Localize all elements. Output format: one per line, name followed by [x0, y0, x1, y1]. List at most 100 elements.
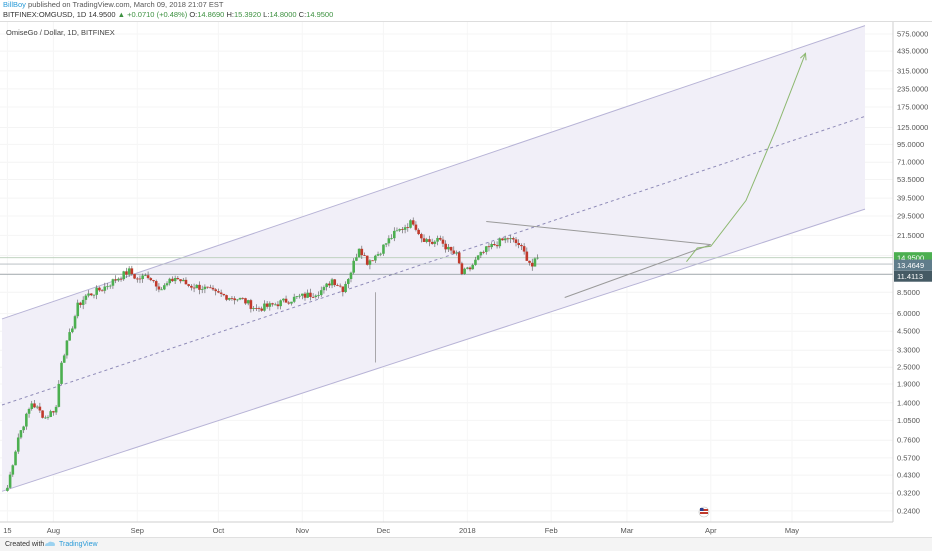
candle-body — [46, 416, 50, 418]
y-tick-label: 125.0000 — [897, 123, 928, 132]
candle-body — [198, 284, 201, 290]
candle-body — [452, 250, 456, 254]
candle-body — [517, 243, 521, 246]
candle-body — [73, 316, 77, 329]
candle-body — [495, 245, 499, 247]
candle-body — [52, 411, 55, 413]
candle-body — [276, 304, 280, 307]
candle-body — [268, 303, 272, 307]
candle-body — [57, 383, 61, 407]
candle-body — [376, 254, 380, 256]
time-axis[interactable]: 15 Aug Sep Oct Nov Dec 2018 Feb Mar Apr May — [3, 526, 799, 535]
x-tick-label: May — [785, 526, 799, 535]
candle-body — [349, 272, 353, 280]
candle-body — [403, 227, 407, 230]
candle-body — [200, 289, 204, 290]
candle-body — [62, 355, 66, 363]
candle-body — [179, 279, 182, 282]
candle-body — [249, 300, 253, 309]
candle-body — [92, 294, 96, 296]
candle-body — [14, 451, 17, 466]
candle-body — [479, 251, 483, 256]
footer-created: Created with — [5, 541, 45, 548]
flag-icon[interactable] — [698, 506, 710, 518]
candle-body — [530, 262, 534, 267]
x-tick-label: Nov — [296, 526, 310, 535]
close-label: C: — [298, 10, 307, 19]
candle-body — [357, 248, 361, 258]
y-tick-label: 575.0000 — [897, 30, 928, 39]
channel-lower-line[interactable] — [1, 208, 866, 492]
y-tick-label: 53.5000 — [897, 175, 924, 184]
candle-body — [230, 298, 234, 299]
y-tick-label: 235.0000 — [897, 84, 928, 93]
candle-body — [43, 417, 47, 419]
channel-mid-line[interactable] — [1, 115, 866, 406]
price-axis[interactable]: 0.2400 0.3200 0.4300 0.5700 0.7600 1.0500 1.40… — [897, 30, 928, 516]
y-tick-label: 0.5700 — [897, 453, 920, 462]
candle-body — [493, 244, 496, 246]
channel-upper-line[interactable] — [1, 25, 866, 320]
y-tick-label: 435.0000 — [897, 47, 928, 56]
candle-body — [371, 260, 374, 262]
triangle-drawing[interactable] — [486, 220, 711, 299]
candle-body — [6, 487, 9, 491]
candle-body — [65, 340, 69, 356]
candle-body — [506, 238, 510, 240]
y-tick-label: 71.0000 — [897, 158, 924, 167]
candle-body — [433, 241, 437, 244]
ohlc-line: BITFINEX:OMGUSD, 1D 14.9500 ▲ +0.0710 (+… — [3, 10, 333, 20]
candle-body — [330, 279, 334, 286]
candle-body — [392, 230, 396, 239]
candle-body — [130, 268, 134, 275]
candle-body — [219, 292, 223, 294]
candle-body — [111, 279, 115, 286]
y-tick-label: 95.0000 — [897, 140, 924, 149]
author-link[interactable]: BillBoy — [3, 0, 26, 9]
tradingview-cloud-icon — [45, 541, 55, 546]
footer-brand-link[interactable]: TradingView — [59, 541, 98, 548]
candle-body — [352, 260, 355, 273]
candle-body — [19, 430, 23, 438]
candle-body — [125, 271, 128, 275]
candle-body — [100, 290, 104, 292]
candle-body — [181, 279, 185, 282]
candle-body — [117, 278, 120, 281]
candle-body — [298, 295, 301, 297]
candle-body — [214, 289, 218, 292]
candle-body — [173, 278, 177, 282]
candle-body — [436, 237, 439, 242]
candle-body — [463, 268, 466, 275]
candle-body — [344, 283, 347, 293]
candle-body — [89, 293, 93, 296]
projection-path[interactable] — [686, 53, 806, 263]
candle-body — [536, 257, 539, 259]
candle-body — [165, 283, 169, 286]
candle-body — [346, 279, 350, 284]
candle-body — [282, 298, 285, 301]
y-tick-label: 1.0500 — [897, 416, 920, 425]
candle-body — [271, 303, 274, 305]
candle-body — [168, 278, 172, 284]
y-tick-label: 175.0000 — [897, 102, 928, 111]
y-tick-label: 2.5000 — [897, 363, 920, 372]
candle-body — [422, 238, 426, 242]
x-tick-label: Oct — [213, 526, 226, 535]
candle-body — [16, 437, 20, 452]
candle-body — [76, 302, 80, 317]
candle-body — [238, 297, 242, 300]
candle-body — [190, 285, 193, 288]
channel-fill — [2, 25, 865, 492]
candle-body — [119, 278, 123, 280]
candle-body — [144, 275, 147, 277]
x-tick-label: Dec — [377, 526, 391, 535]
candle-body — [225, 295, 228, 300]
price-chart[interactable]: 0.2400 0.3200 0.4300 0.5700 0.7600 1.0500 1.40… — [0, 22, 932, 538]
x-tick-label: 2018 — [459, 526, 476, 535]
candle-body — [438, 237, 442, 240]
candle-body — [22, 426, 25, 431]
candle-body — [273, 304, 277, 306]
candle-body — [133, 274, 136, 279]
candle-body — [30, 403, 34, 409]
